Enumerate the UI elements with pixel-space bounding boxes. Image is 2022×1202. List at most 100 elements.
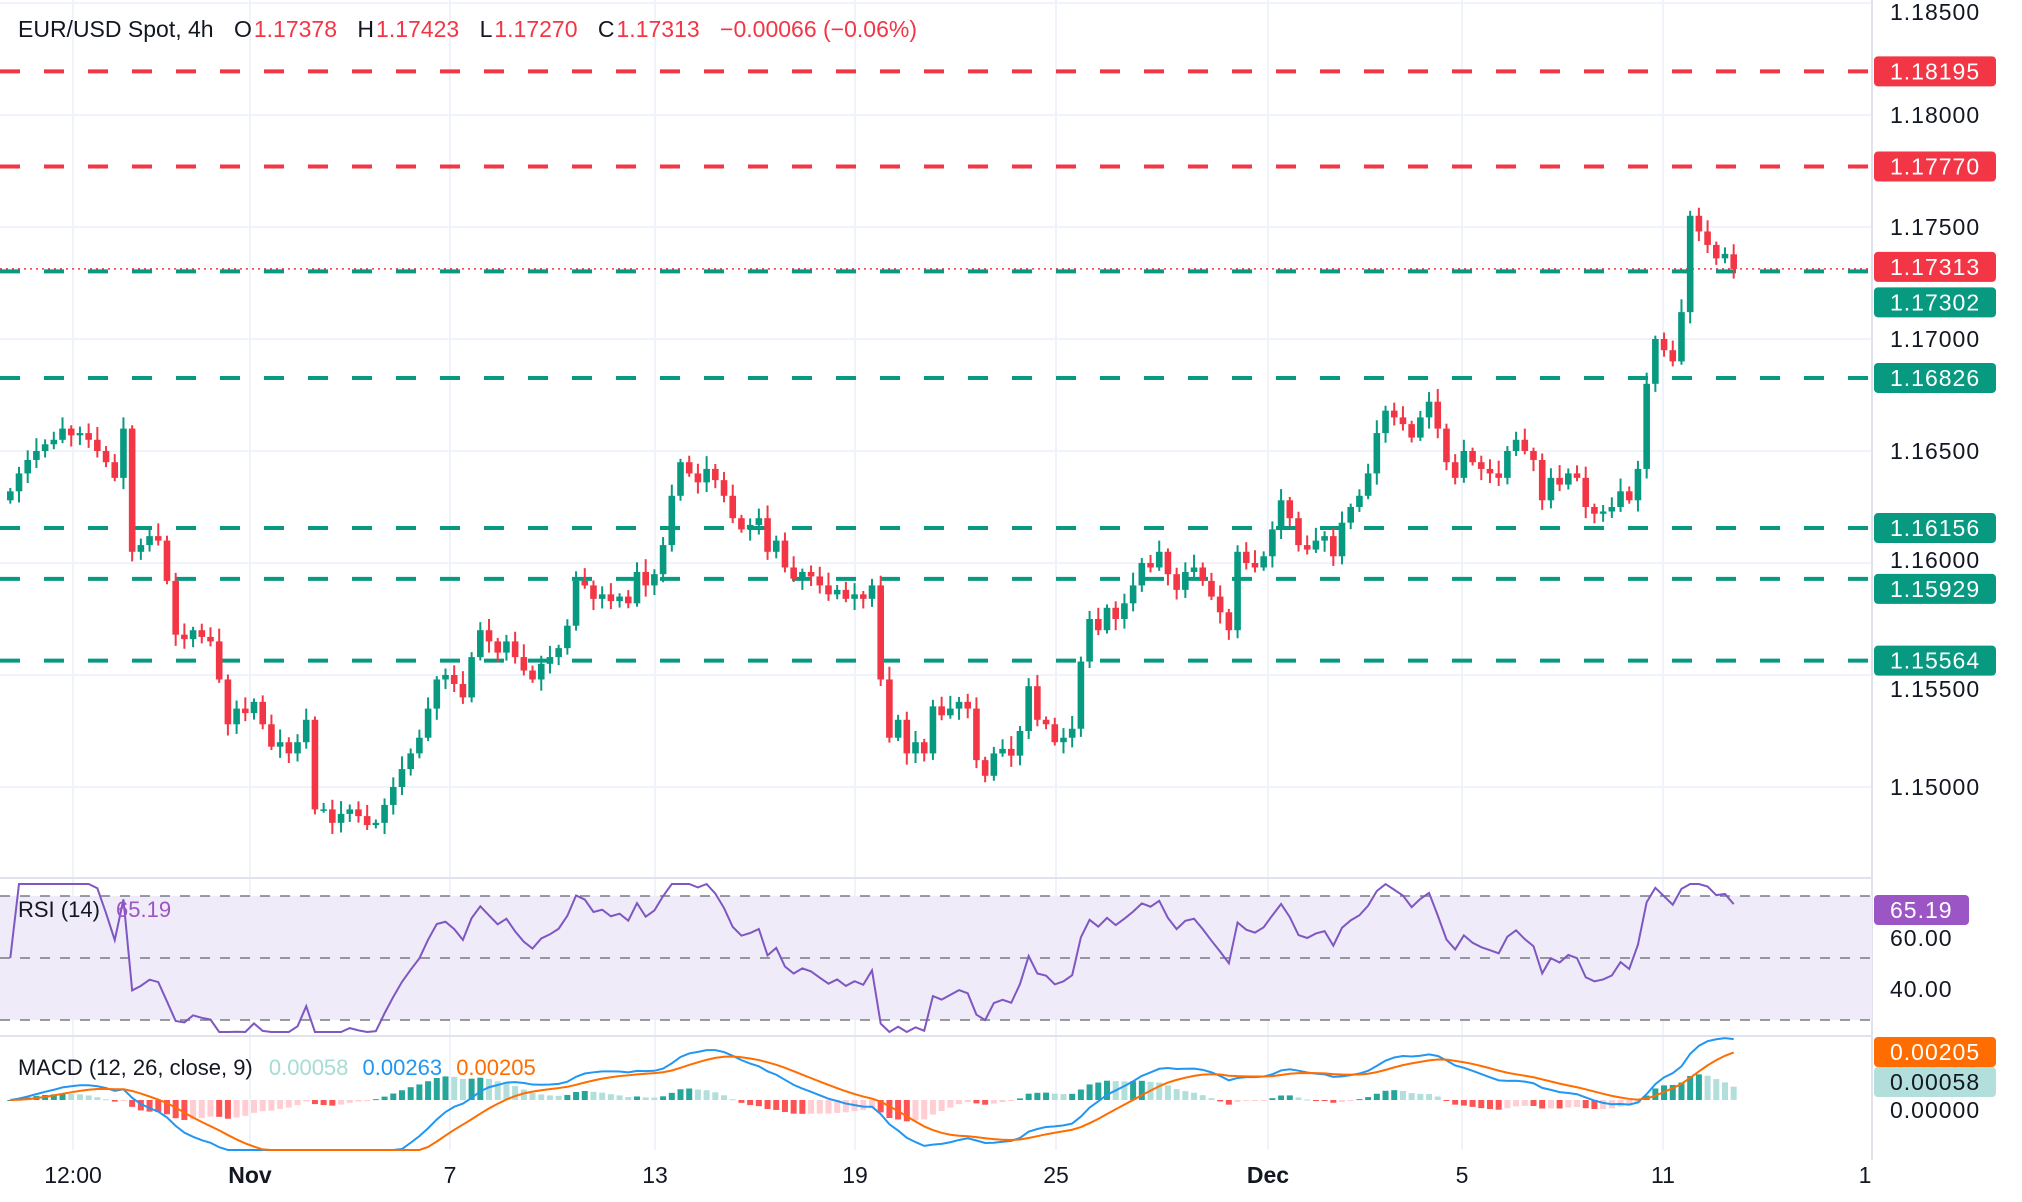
macd-histogram-bar — [1591, 1100, 1598, 1110]
macd-hist-label-bg — [1874, 1067, 1996, 1097]
macd-histogram-bar — [459, 1079, 466, 1100]
macd-histogram-bar — [242, 1100, 249, 1116]
macd-histogram-bar — [1173, 1089, 1180, 1100]
candle-body — [1695, 215, 1703, 232]
candle-body — [398, 769, 406, 787]
macd-histogram-bar — [1382, 1090, 1389, 1100]
macd-histogram-bar — [1486, 1100, 1493, 1110]
candle-body — [894, 719, 902, 738]
macd-title[interactable]: MACD (12, 26, close, 9) — [18, 1055, 253, 1080]
low-label: L — [479, 16, 493, 42]
candle-body — [67, 428, 75, 436]
candle-body — [1042, 719, 1050, 725]
macd-histogram-bar — [294, 1100, 301, 1106]
macd-histogram-bar — [1191, 1092, 1198, 1100]
macd-histogram-bar — [1443, 1100, 1450, 1101]
candle-body — [868, 585, 876, 599]
candle-body — [329, 809, 336, 823]
macd-histogram-bar — [1399, 1090, 1406, 1100]
macd-histogram-bar — [303, 1100, 310, 1102]
macd-histogram-bar — [1469, 1100, 1476, 1107]
candle-body — [416, 737, 423, 754]
close-label: C — [597, 16, 615, 42]
candle-body — [1547, 477, 1555, 501]
candle-body — [59, 428, 66, 440]
time-label: 25 — [1043, 1162, 1069, 1188]
candle-body — [1060, 737, 1067, 743]
candle-body — [433, 679, 441, 709]
macd-histogram-bar — [50, 1094, 57, 1100]
candle-body — [1399, 417, 1407, 425]
candle-body — [1199, 567, 1207, 581]
macd-histogram-bar — [1356, 1099, 1363, 1101]
rsi-title[interactable]: RSI (14) — [18, 897, 100, 922]
candle-body — [120, 428, 127, 478]
candle-body — [755, 518, 763, 525]
candle-body — [720, 480, 728, 496]
candle-body — [1477, 462, 1485, 469]
macd-histogram-bar — [1025, 1093, 1032, 1100]
candle-body — [1712, 244, 1720, 259]
candle-body — [564, 625, 571, 649]
time-label: 19 — [842, 1162, 868, 1188]
candle-body — [1312, 540, 1320, 550]
price-label-1.18195: 1.18195 — [1890, 58, 1980, 84]
macd-histogram-bar — [198, 1100, 205, 1119]
macd-histogram-bar — [1251, 1100, 1258, 1101]
candle-body — [198, 630, 206, 637]
candle-body — [1112, 607, 1120, 619]
candle-body — [738, 518, 745, 530]
macd-histogram-bar — [651, 1097, 658, 1100]
candle-body — [1565, 473, 1572, 485]
macd-histogram-bar — [625, 1097, 632, 1100]
price-tick-label: 1.17500 — [1890, 214, 1980, 240]
macd-histogram-bar — [416, 1084, 423, 1100]
macd-histogram-bar — [277, 1100, 284, 1109]
symbol-title[interactable]: EUR/USD Spot, 4h — [18, 16, 214, 42]
macd-histogram-bar — [329, 1100, 336, 1106]
candle-body — [929, 706, 937, 754]
rsi-band — [0, 895, 1872, 1021]
macd-histogram-bar — [825, 1100, 832, 1114]
candle-body — [1129, 585, 1137, 604]
candle-body — [1625, 491, 1633, 501]
candle-body — [1617, 491, 1624, 507]
price-tick-label: 1.15500 — [1890, 676, 1980, 702]
candle-body — [242, 708, 249, 714]
price-axis[interactable]: 1.18500 1.18000 1.17500 1.17000 1.16500 1.160… — [1873, 0, 2022, 1160]
candle-body — [1251, 563, 1259, 568]
rsi-tick-label: 40.00 — [1890, 976, 1953, 1002]
macd-histogram-bar — [1138, 1080, 1145, 1100]
macd-histogram-bar — [903, 1100, 910, 1122]
macd-histogram-bar — [76, 1094, 83, 1100]
macd-histogram-bar — [1182, 1091, 1189, 1100]
macd-histogram-bar — [1217, 1100, 1224, 1102]
high-label: H — [357, 16, 375, 42]
macd-histogram-bar — [799, 1100, 806, 1114]
macd-histogram-bar — [842, 1100, 849, 1113]
macd-histogram-bar — [1269, 1098, 1276, 1100]
macd-histogram-bar — [433, 1077, 440, 1100]
candle-body — [537, 663, 545, 680]
candle-body — [955, 701, 963, 709]
time-axis[interactable]: 12:00 Nov 7 13 19 25 Dec 5 11 1 — [44, 1162, 1871, 1188]
macd-histogram-bar — [633, 1096, 640, 1100]
macd-histogram-bar — [573, 1091, 580, 1100]
macd-histogram-bar — [781, 1100, 788, 1113]
candle-body — [912, 742, 919, 754]
macd-histogram-bar — [703, 1090, 710, 1100]
price-label-1.16826: 1.16826 — [1890, 365, 1980, 391]
macd-histogram-bar — [538, 1094, 545, 1100]
macd-histogram-bar — [1121, 1081, 1128, 1100]
macd-histogram-bar — [163, 1100, 170, 1115]
candle-body — [181, 634, 188, 640]
candle-body — [781, 540, 789, 568]
candle-body — [1643, 383, 1650, 469]
macd-histogram-bar — [1626, 1100, 1633, 1106]
time-label: 12:00 — [44, 1162, 102, 1188]
candle-body — [1138, 563, 1146, 586]
candle-body — [1173, 574, 1180, 590]
candle-body — [1190, 567, 1198, 572]
candle-body — [1260, 556, 1267, 568]
